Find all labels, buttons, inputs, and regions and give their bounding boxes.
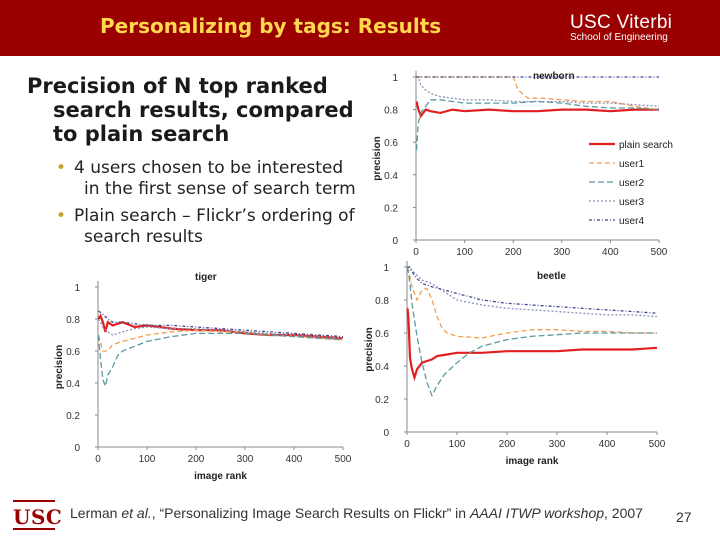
y-tick-label: 0 (392, 236, 398, 247)
footer-logo-rule (13, 500, 55, 502)
y-tick-label: 0 (74, 443, 80, 454)
legend-label: user2 (619, 178, 644, 189)
series-line-user4 (98, 310, 344, 338)
series-line-plain-search (415, 101, 659, 119)
y-axis-label: precision (372, 136, 383, 180)
y-tick-label: 0.8 (384, 106, 398, 117)
legend-label: user4 (619, 216, 644, 227)
x-axis-label: image rank (194, 471, 247, 482)
x-tick-label: 0 (404, 439, 410, 450)
x-tick-label: 200 (499, 439, 516, 450)
legend-label: user1 (619, 159, 644, 170)
series-line-plain-search (97, 313, 344, 340)
slide-title: Personalizing by tags: Results (100, 14, 442, 38)
series-line-user1 (406, 266, 657, 339)
heading-line3: to plain search (53, 122, 230, 146)
chart-beetle: 0 0.2 0.4 0.6 0.8 1 0 100 200 300 400 500 beetle prec… (364, 261, 666, 467)
usc-footer-logo: USC (13, 505, 63, 529)
legend: plain search user1 user2 user3 user4 (585, 134, 685, 234)
y-tick-label: 0 (383, 428, 389, 439)
logo-line1: USC Viterbi (570, 12, 673, 33)
y-axis-label: precision (364, 327, 375, 371)
y-tick-label: 0.6 (375, 329, 389, 340)
page-number: 27 (676, 509, 692, 525)
bullet-dot-icon: • (56, 158, 67, 178)
legend-box (585, 134, 685, 234)
x-tick-label: 300 (553, 247, 570, 258)
citation-mid: , “Personalizing Image Search Results on… (151, 505, 470, 521)
x-tick-label: 200 (188, 454, 205, 465)
series-line-user4 (407, 266, 658, 314)
x-tick-label: 400 (602, 247, 619, 258)
y-tick-label: 0.8 (375, 296, 389, 307)
citation: Lerman et al., “Personalizing Image Sear… (70, 505, 643, 521)
chart-tiger: 0 0.2 0.4 0.6 0.8 1 0 100 200 300 400 500 tiger preci… (54, 272, 352, 482)
citation-prefix: Lerman (70, 505, 122, 521)
heading-line1: Precision of N top ranked (27, 74, 328, 98)
y-tick-label: 1 (74, 283, 80, 294)
chart-title: beetle (537, 271, 566, 282)
logo-line2: School of Engineering (570, 32, 668, 43)
y-tick-label: 0.4 (384, 171, 398, 182)
legend-label: user3 (619, 197, 644, 208)
x-tick-label: 500 (649, 439, 666, 450)
usc-viterbi-logo: USC Viterbi School of Engineering (570, 13, 672, 44)
series-line-user3 (416, 76, 660, 107)
x-tick-label: 100 (449, 439, 466, 450)
x-tick-label: 300 (237, 454, 254, 465)
citation-etal: et al. (121, 505, 152, 521)
y-tick-label: 1 (392, 73, 398, 84)
y-tick-label: 0.4 (66, 379, 80, 390)
series-line-user2 (406, 266, 657, 398)
y-tick-label: 0.8 (66, 315, 80, 326)
y-tick-label: 0.2 (66, 411, 80, 422)
x-tick-label: 100 (456, 247, 473, 258)
heading-line2: search results, compared (53, 98, 354, 122)
slide-heading: Precision of N top ranked search results… (27, 74, 377, 146)
bullet-dot-icon: • (56, 206, 67, 226)
chart-title: tiger (195, 272, 217, 283)
x-tick-label: 100 (139, 454, 156, 465)
series-line-user2 (415, 99, 660, 151)
x-tick-label: 400 (286, 454, 303, 465)
legend-label: plain search (619, 140, 673, 151)
x-tick-label: 0 (413, 247, 419, 258)
y-tick-label: 1 (383, 263, 389, 274)
y-tick-label: 0.2 (384, 203, 398, 214)
x-axis-label: image rank (506, 456, 559, 467)
x-tick-label: 500 (335, 454, 352, 465)
series-line-plain-search (406, 308, 658, 382)
title-bar: Personalizing by tags: Results USC Viter… (0, 0, 720, 56)
y-tick-label: 0.6 (384, 138, 398, 149)
citation-year: , 2007 (604, 505, 643, 521)
citation-venue: AAAI ITWP workshop (469, 505, 605, 521)
x-tick-label: 0 (95, 454, 101, 465)
bullet-line1: Plain search – Flickr’s ordering of (74, 206, 355, 226)
series-line-user3 (97, 318, 344, 339)
x-tick-label: 500 (651, 247, 668, 258)
bullet-item: • 4 users chosen to be interested in the… (56, 158, 382, 200)
bullet-line2: search results (84, 227, 203, 247)
series-line-user2 (97, 332, 344, 389)
chart-newborn: 00.20.40.60.810 100 200 300 400 500newbornpre… (372, 71, 685, 258)
bullet-item: • Plain search – Flickr’s ordering of se… (56, 206, 382, 248)
bullet-line2: in the first sense of search term (84, 179, 356, 199)
series-line-user3 (407, 266, 658, 318)
x-tick-label: 300 (549, 439, 566, 450)
x-tick-label: 400 (599, 439, 616, 450)
y-tick-label: 0.6 (66, 347, 80, 358)
y-tick-label: 0.4 (375, 362, 389, 373)
y-axis-label: precision (54, 345, 65, 389)
footer-logo-rule (13, 528, 55, 530)
y-tick-label: 0.2 (375, 395, 389, 406)
x-tick-label: 200 (505, 247, 522, 258)
bullet-line1: 4 users chosen to be interested (74, 158, 344, 178)
